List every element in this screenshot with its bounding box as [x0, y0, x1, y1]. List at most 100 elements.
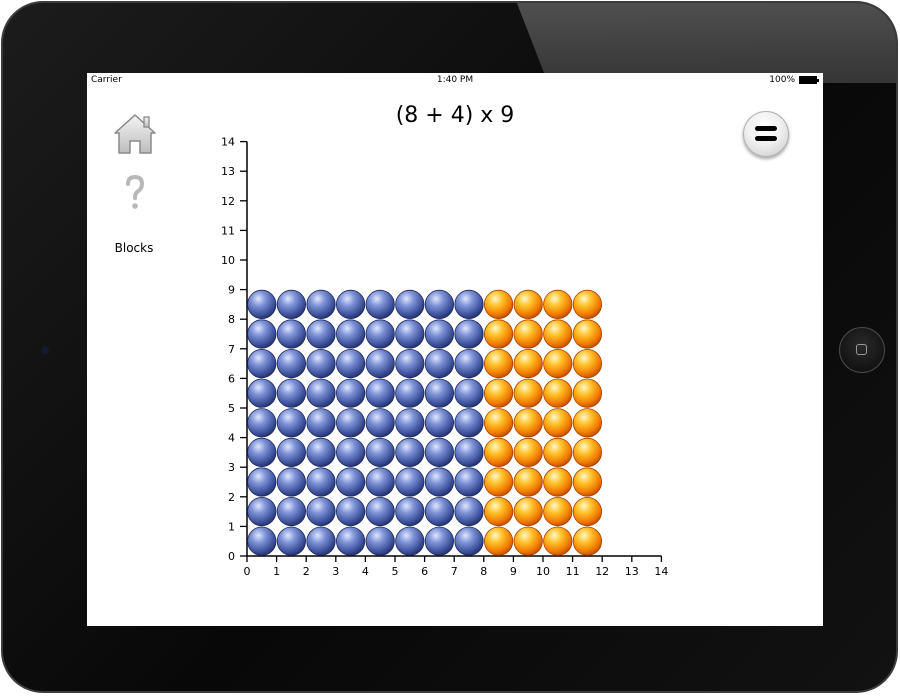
x-tick-label: 7: [451, 565, 458, 578]
blue-ball: [247, 319, 277, 349]
house-icon[interactable]: [111, 111, 159, 157]
orange-ball: [483, 348, 514, 379]
y-tick-label: 12: [221, 195, 235, 208]
blue-ball: [306, 408, 336, 438]
blue-ball: [395, 526, 425, 556]
y-tick-label: 6: [228, 372, 235, 385]
blue-ball: [276, 467, 306, 497]
blue-ball: [395, 348, 425, 379]
blue-ball: [454, 378, 484, 408]
blue-ball: [365, 467, 395, 497]
x-tick-label: 10: [536, 565, 550, 578]
blue-ball: [336, 408, 366, 438]
blue-ball: [454, 467, 484, 497]
orange-ball: [513, 319, 543, 349]
blue-ball: [424, 526, 454, 556]
orange-ball: [572, 348, 602, 379]
x-tick-label: 0: [244, 565, 251, 578]
x-tick-label: 12: [595, 565, 609, 578]
blue-ball: [247, 378, 277, 408]
y-tick-label: 10: [221, 254, 235, 267]
status-bar: Carrier 1:40 PM 100%: [87, 73, 823, 87]
orange-ball: [483, 319, 514, 349]
blue-ball: [306, 348, 336, 379]
blue-ball: [365, 319, 395, 349]
blue-ball: [454, 408, 484, 438]
orange-ball: [543, 289, 573, 319]
blue-ball: [365, 437, 395, 467]
x-tick-label: 11: [566, 565, 580, 578]
blue-ball: [276, 378, 306, 408]
x-tick-label: 13: [625, 565, 639, 578]
orange-ball: [572, 437, 602, 467]
equals-icon[interactable]: [743, 111, 789, 157]
orange-ball: [572, 319, 602, 349]
orange-ball: [543, 378, 573, 408]
blue-ball: [336, 319, 366, 349]
blue-ball: [247, 348, 277, 379]
orange-ball: [572, 378, 602, 408]
blue-ball: [276, 289, 306, 319]
x-tick-label: 5: [392, 565, 399, 578]
blue-ball: [306, 378, 336, 408]
blue-ball: [395, 319, 425, 349]
blue-ball: [424, 348, 454, 379]
blue-ball: [247, 437, 277, 467]
blue-ball: [247, 467, 277, 497]
carrier-label: Carrier: [91, 75, 122, 85]
orange-ball: [513, 496, 543, 527]
blue-ball: [306, 526, 336, 556]
blue-ball: [247, 408, 277, 438]
orange-ball: [483, 467, 514, 497]
orange-ball: [483, 378, 514, 408]
blue-ball: [454, 526, 484, 556]
y-tick-label: 13: [221, 165, 235, 178]
orange-ball: [483, 526, 514, 556]
blue-ball: [424, 319, 454, 349]
orange-ball: [483, 496, 514, 527]
blue-ball: [276, 408, 306, 438]
blue-ball: [336, 437, 366, 467]
expression-title: (8 + 4) x 9: [395, 103, 515, 128]
y-tick-label: 4: [228, 432, 235, 445]
orange-ball: [513, 289, 543, 319]
y-tick-label: 0: [228, 550, 235, 563]
x-tick-label: 4: [362, 565, 369, 578]
blue-ball: [247, 289, 277, 319]
blue-ball: [336, 496, 366, 527]
blue-ball: [365, 289, 395, 319]
orange-ball: [513, 467, 543, 497]
clock: 1:40 PM: [436, 75, 474, 85]
blue-ball: [365, 408, 395, 438]
blue-ball: [276, 348, 306, 379]
blue-ball: [424, 408, 454, 438]
device-home-button[interactable]: [839, 327, 885, 373]
orange-ball: [513, 378, 543, 408]
y-tick-label: 2: [228, 491, 235, 504]
blocks-mode-label[interactable]: Blocks: [114, 241, 154, 255]
y-tick-label: 8: [228, 313, 235, 326]
blue-ball: [454, 289, 484, 319]
question-mark-icon[interactable]: [120, 173, 150, 213]
blue-ball: [395, 467, 425, 497]
orange-ball: [513, 526, 543, 556]
screen: Carrier 1:40 PM 100% (8 + 4) x 9 Blocks: [87, 73, 823, 626]
battery-percent: 100%: [769, 75, 795, 85]
blue-ball: [454, 348, 484, 379]
x-tick-label: 8: [480, 565, 487, 578]
blue-ball: [276, 526, 306, 556]
orange-ball: [543, 319, 573, 349]
blue-ball: [395, 378, 425, 408]
blue-ball: [395, 289, 425, 319]
y-tick-label: 14: [221, 136, 235, 149]
y-tick-label: 3: [228, 461, 235, 474]
blue-ball: [247, 526, 277, 556]
orange-ball: [543, 408, 573, 438]
blue-ball: [454, 496, 484, 527]
blue-ball: [247, 496, 277, 527]
y-tick-label: 9: [228, 284, 235, 297]
orange-ball: [483, 408, 514, 438]
x-tick-label: 9: [510, 565, 517, 578]
orange-ball: [543, 496, 573, 527]
blue-ball: [336, 378, 366, 408]
